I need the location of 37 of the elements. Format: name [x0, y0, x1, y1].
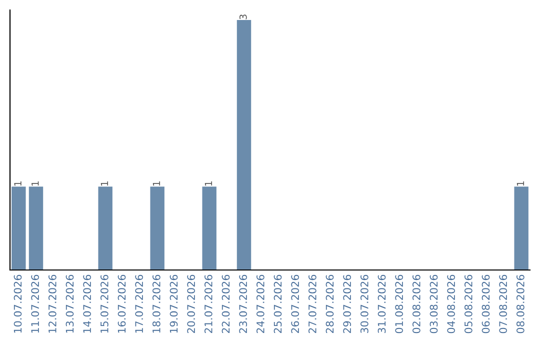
- x-tick-label: 15.07.2026: [100, 274, 108, 333]
- x-tick-label: 17.07.2026: [135, 274, 144, 333]
- x-tick-label: 30.07.2026: [360, 274, 368, 334]
- data-label: 1: [152, 181, 160, 186]
- data-label: 3: [239, 14, 247, 20]
- x-tick-label: 13.07.2026: [66, 274, 74, 333]
- x-tick-label: 21.07.2026: [204, 274, 212, 334]
- x-tick-label: 07.08.2026: [499, 274, 508, 334]
- x-tick-label: 18.07.2026: [152, 274, 160, 333]
- x-tick-label: 01.08.2026: [395, 274, 404, 334]
- x-tick-label: 14.07.2026: [83, 274, 92, 333]
- x-tick-label: 06.08.2026: [482, 274, 490, 334]
- x-tick-label: 26.07.2026: [291, 274, 300, 334]
- x-tick-label: 08.08.2026: [516, 274, 524, 334]
- x-tick-label: 11.07.2026: [31, 274, 40, 333]
- x-tick-label: 20.07.2026: [187, 274, 196, 334]
- x-tick-label: 22.07.2026: [222, 274, 230, 334]
- data-label: 1: [32, 181, 39, 186]
- x-tick-label: 31.07.2026: [378, 274, 386, 334]
- x-tick-label: 24.07.2026: [256, 274, 264, 334]
- x-tick-label: 27.07.2026: [308, 274, 316, 334]
- x-tick-label: 29.07.2026: [343, 274, 352, 334]
- x-tick-label: 19.07.2026: [170, 274, 178, 333]
- x-tick-label: 05.08.2026: [464, 274, 472, 334]
- x-tick-label: 02.08.2026: [412, 274, 420, 334]
- data-label: 1: [204, 181, 212, 186]
- data-label: 1: [516, 181, 524, 186]
- x-tick-label: 10.07.2026: [14, 274, 22, 333]
- x-tick-label: 03.08.2026: [430, 274, 438, 334]
- x-tick-label: 28.07.2026: [326, 274, 334, 334]
- x-tick-label: 04.08.2026: [447, 274, 456, 334]
- x-tick-label: 25.07.2026: [274, 274, 282, 334]
- x-tick-label: 23.07.2026: [239, 274, 248, 334]
- data-label: 1: [14, 181, 22, 186]
- x-tick-label: 12.07.2026: [48, 274, 56, 333]
- x-tick-label: 16.07.2026: [118, 274, 126, 333]
- data-label: 1: [100, 181, 108, 186]
